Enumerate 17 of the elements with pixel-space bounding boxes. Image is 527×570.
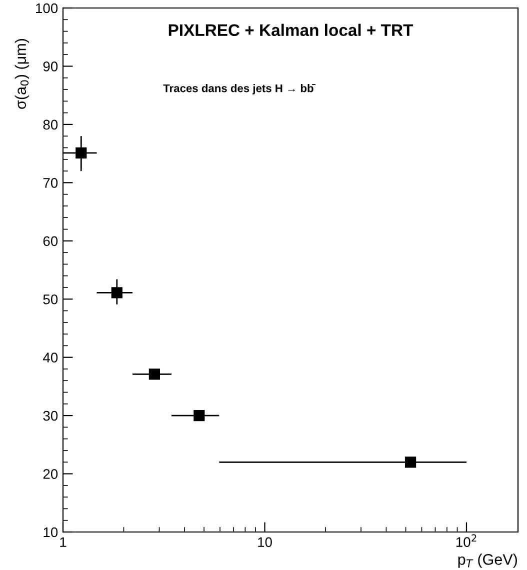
x-tick-label: 10 (258, 537, 272, 548)
text: Traces dans des jets H → bb̄ (163, 84, 316, 94)
x-tick-label: 10$^{2}$ (456, 534, 476, 547)
y-tick-label: 90 (43, 62, 58, 72)
y-tick-label: 70 (43, 178, 58, 188)
y-tick-label: 40 (43, 352, 58, 363)
text: PIXLREC + Kalman local + TRT (168, 24, 414, 36)
y-axis-title: σ(a$_{0}$) (μm) (14, 39, 30, 109)
x-axis-title: p$_{T}$ (GeV) (458, 554, 517, 568)
x-tick-label: 1 (60, 537, 66, 547)
y-tick-label: 60 (43, 236, 58, 246)
y-tick-label: 80 (43, 120, 58, 130)
y-tick-label: 20 (43, 469, 58, 479)
y-tick-label: 100 (36, 3, 58, 14)
y-tick-label: 50 (43, 294, 58, 304)
y-tick-label: 10 (44, 527, 58, 538)
y-tick-label: 30 (43, 410, 58, 421)
